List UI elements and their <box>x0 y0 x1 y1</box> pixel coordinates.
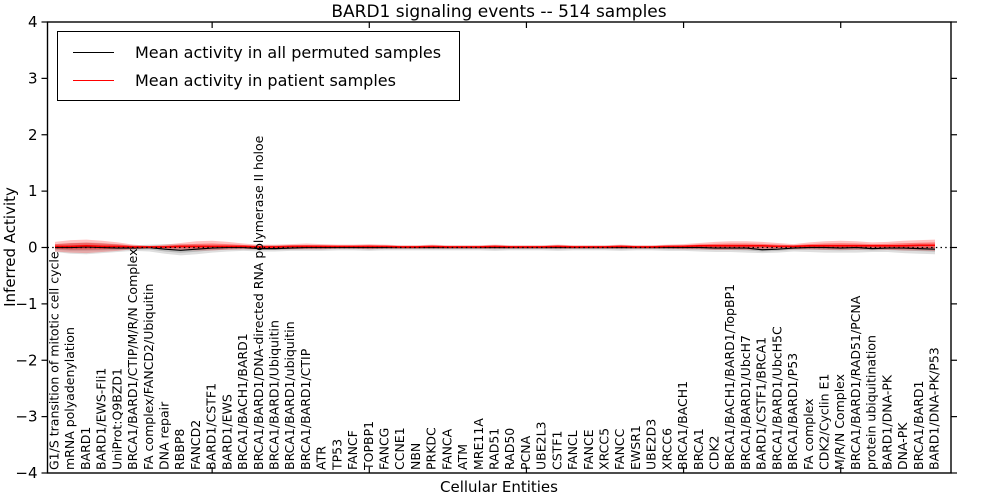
x-entity-label: BRCA1/BACH1/BARD1 <box>235 333 250 470</box>
x-entity-label: TOPBP1 <box>361 421 376 471</box>
x-entity-label: FA complex/FANCD2/Ubiquitin <box>141 284 156 470</box>
legend-line-black-icon <box>73 51 114 53</box>
y-tick-label: 0 <box>28 239 38 257</box>
x-entity-label: BRCA1/BARD1/Ubiquitin <box>267 320 282 470</box>
band-inner-permuted-activity-range <box>55 244 935 253</box>
x-entity-label: mRNA polyadenylation <box>62 327 77 470</box>
x-axis-title: Cellular Entities <box>440 478 558 496</box>
y-tick-label: −1 <box>15 295 37 313</box>
x-entity-label: DNA repair <box>157 401 172 470</box>
y-tick-label: 4 <box>28 13 38 31</box>
x-entity-label: BARD1/EWS-Fli1 <box>94 368 109 470</box>
x-entity-label: BARD1/CSTF1 <box>204 383 219 470</box>
x-entity-label: BRCA1/BACH1 <box>675 381 690 470</box>
x-entity-label: RAD51 <box>487 428 502 470</box>
x-entity-label: FANCD2 <box>188 420 203 470</box>
x-entity-label: PRKDC <box>424 427 439 470</box>
x-entity-label: RAD50 <box>502 428 517 470</box>
x-entity-label: FANCE <box>581 429 596 470</box>
x-entity-label: CDK2 <box>707 435 722 470</box>
x-entity-label: BRCA1 <box>691 428 706 470</box>
x-entity-label: BRCA1/BARD1/CTIP <box>298 348 313 470</box>
x-entity-label: MRE11A <box>471 418 486 470</box>
x-entity-label: BRCA1/BARD1/P53 <box>785 353 800 470</box>
legend-label-permuted: Mean activity in all permuted samples <box>135 42 442 62</box>
x-entity-label: FANCG <box>377 428 392 470</box>
x-entity-label: CCNE1 <box>392 427 407 470</box>
x-entity-label: UniProt:Q9BZD1 <box>109 368 124 470</box>
x-entity-label: BRCA1/BARD1/UbcH5C <box>769 326 784 470</box>
x-entity-label: G1/S transition of mitotic cell cycle <box>47 251 62 470</box>
chart-title: BARD1 signaling events -- 514 samples <box>331 2 667 22</box>
x-entity-label: EWSR1 <box>628 425 643 470</box>
legend-item-permuted: Mean activity in all permuted samples <box>58 38 441 66</box>
x-entity-label: FANCL <box>565 430 580 470</box>
x-entity-label: XRCC6 <box>659 428 674 470</box>
x-entity-label: BRCA1/BACH1/BARD1/TopBP1 <box>722 284 737 470</box>
x-entity-label: FANCF <box>345 430 360 470</box>
y-tick-label: −4 <box>15 464 37 482</box>
line-patient-mean <box>55 244 935 248</box>
y-tick-label: 2 <box>28 126 38 144</box>
x-entity-label: UBE2L3 <box>534 422 549 471</box>
x-entity-label: M/R/N Complex <box>832 374 847 470</box>
x-entity-label: CDK2/Cyclin E1 <box>817 374 832 470</box>
x-entity-label: BRCA1/BARD1 <box>911 381 926 470</box>
x-entity-label: BRCA1/BARD1/CTIP/M/R/N Complex <box>125 248 140 470</box>
x-entity-label: FANCA <box>439 428 454 470</box>
x-entity-label: DNA-PK <box>895 422 910 470</box>
x-entity-label: BRCA1/BARD1/ubiquitin <box>282 321 297 470</box>
x-entity-label: ATM <box>455 444 470 470</box>
x-entity-label: PCNA <box>518 435 533 470</box>
x-entity-label: TP53 <box>329 439 344 471</box>
x-entity-label: ATR <box>314 446 329 470</box>
x-entity-label: BARD1/DNA-PK <box>879 374 894 470</box>
legend-label-patient: Mean activity in patient samples <box>135 70 396 90</box>
x-entity-label: NBN <box>408 443 423 470</box>
x-entity-label: BRCA1/BARD1/RAD51/PCNA <box>848 295 863 470</box>
y-axis-title: Inferred Activity <box>1 187 19 307</box>
x-entity-label: FANCC <box>612 428 627 470</box>
x-entity-label: FA complex <box>801 398 816 470</box>
y-tick-label: −3 <box>15 408 37 426</box>
x-entity-label: protein ubiquitination <box>864 335 879 470</box>
x-entity-label: BRCA1/BARD1/DNA-directed RNA polymerase … <box>251 135 266 470</box>
x-entity-label: CSTF1 <box>549 431 564 470</box>
legend-item-patient: Mean activity in patient samples <box>58 66 441 94</box>
legend: Mean activity in all permuted samples Me… <box>57 31 461 101</box>
x-entity-label: BARD1/CSTF1/BRCA1 <box>754 337 769 470</box>
y-tick-label: −2 <box>15 351 37 369</box>
x-entity-label: UBE2D3 <box>644 419 659 470</box>
x-entity-label: RBBP8 <box>172 429 187 470</box>
y-tick-label: 1 <box>28 182 38 200</box>
legend-line-red-icon <box>73 79 114 81</box>
x-entity-label: BARD1 <box>78 427 93 470</box>
x-entity-label: BARD1/DNA-PK/P53 <box>927 347 942 470</box>
y-tick-label: 3 <box>28 69 38 87</box>
x-entity-label: BRCA1/BARD1/UbcH7 <box>738 335 753 470</box>
x-entity-label: BARD1/EWS <box>219 394 234 470</box>
x-entity-label: XRCC5 <box>597 428 612 470</box>
